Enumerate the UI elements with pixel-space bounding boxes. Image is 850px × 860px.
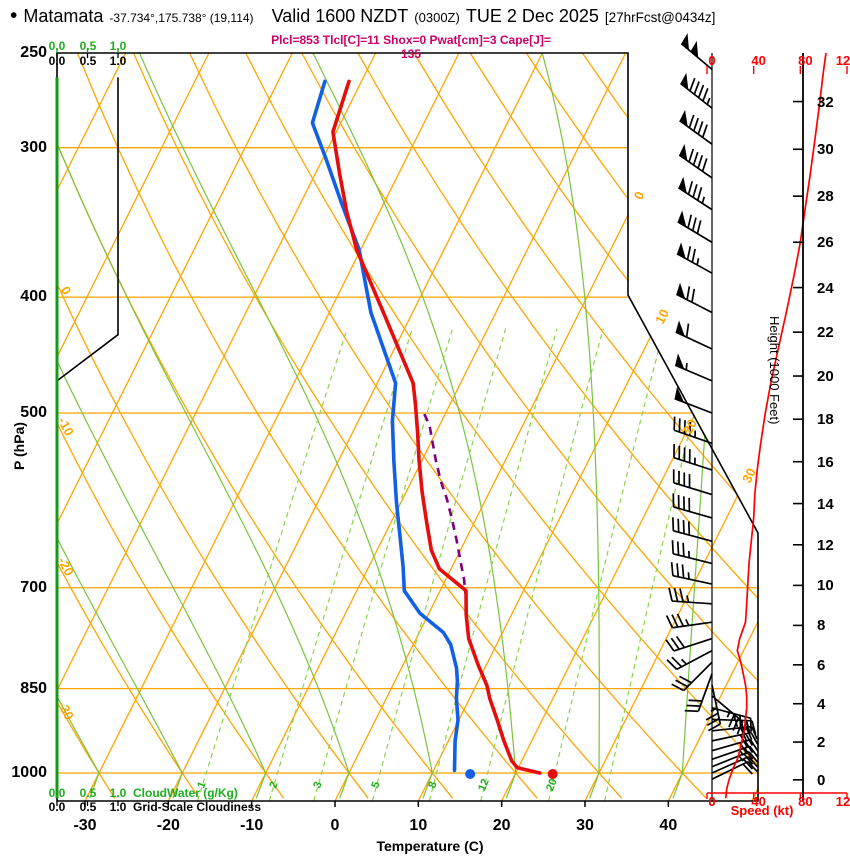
- pressure-tick-label: 400: [20, 288, 47, 306]
- height-tick-label: 8: [817, 617, 826, 635]
- speed-tick-label-top: 40: [751, 53, 766, 68]
- station-name: Matamata: [23, 6, 104, 26]
- temp-tick-label: -10: [240, 817, 264, 834]
- speed-axis-title: Speed (kt): [730, 803, 794, 818]
- speed-tick-label-bottom: 12: [835, 794, 850, 809]
- temperature-axis-title: Temperature (C): [376, 838, 484, 854]
- speed-tick-label-top: 80: [798, 53, 813, 68]
- height-tick-label: 20: [817, 368, 834, 386]
- cloudiness-axis-label: Grid-Scale Cloudiness: [133, 800, 262, 814]
- height-tick-label: 2: [817, 734, 826, 752]
- pressure-tick-label: 700: [20, 578, 47, 596]
- speed-tick-label-bottom: 0: [708, 794, 716, 809]
- sounding-indices: Plcl=853 Tlcl[C]=11 Shox=0 Pwat[cm]=3 Ca…: [271, 33, 551, 61]
- height-tick-label: 30: [817, 141, 834, 159]
- cloud-scale-bottom-black-1: 0.5: [79, 800, 97, 814]
- chart-title: • Matamata -37.734°,175.738° (19,114) Va…: [10, 4, 850, 27]
- height-tick-label: 26: [817, 234, 834, 252]
- cloud-scale-bottom-green-0: 0.0: [48, 786, 66, 800]
- height-axis-title: Height (1000 Feet): [767, 316, 782, 425]
- cloudwater-axis-label: CloudWater (g/Kg): [133, 786, 238, 800]
- height-tick-label: 10: [817, 577, 834, 595]
- height-tick-label: 14: [817, 495, 834, 513]
- cloud-scale-top-black-2: 1.0: [109, 54, 127, 68]
- height-tick-label: 24: [817, 279, 834, 297]
- height-tick-label: 32: [817, 93, 834, 111]
- cloud-scale-bottom-black-0: 0.0: [48, 800, 66, 814]
- pressure-tick-label: 300: [20, 138, 47, 156]
- pressure-tick-label: 250: [20, 44, 47, 61]
- speed-tick-label-top: 12: [835, 53, 850, 68]
- cloud-scale-top-black-1: 0.5: [79, 54, 97, 68]
- height-tick-label: 22: [817, 324, 834, 342]
- temp-tick-label: 30: [576, 817, 594, 834]
- pressure-tick-label: 850: [20, 679, 47, 697]
- height-tick-label: 18: [817, 411, 834, 429]
- valid-time: Valid 1600 NZDT: [271, 6, 409, 26]
- temp-tick-label: 40: [659, 817, 678, 834]
- temp-tick-label: -30: [73, 817, 97, 834]
- speed-tick-label-bottom: 40: [751, 794, 766, 809]
- pressure-tick-label: 500: [20, 404, 47, 421]
- speed-tick-label-bottom: 80: [798, 794, 813, 809]
- valid-date: TUE 2 Dec 2025: [465, 6, 599, 26]
- height-tick-label: 4: [817, 695, 826, 713]
- temp-tick-label: -20: [156, 817, 180, 834]
- cloud-scale-top-green-2: 1.0: [109, 39, 127, 53]
- valid-time-z: (0300Z): [414, 10, 460, 25]
- temp-tick-label: 10: [409, 817, 428, 834]
- cloud-scale-top-green-0: 0.0: [48, 39, 66, 53]
- cloud-scale-top-black-0: 0.0: [48, 54, 66, 68]
- height-tick-label: 16: [817, 453, 834, 471]
- cloud-scale-bottom-green-2: 1.0: [109, 786, 127, 800]
- forecast-note: [27hrFcst@0434z]: [604, 10, 716, 25]
- cloud-scale-top-green-1: 0.5: [79, 39, 97, 53]
- cloud-scale-bottom-green-1: 0.5: [79, 786, 97, 800]
- temp-tick-label: 20: [492, 817, 511, 834]
- speed-tick-label-top: 0: [708, 53, 716, 68]
- height-tick-label: 6: [817, 656, 826, 674]
- cloud-scale-bottom-black-2: 1.0: [109, 800, 127, 814]
- height-tick-label: 12: [817, 536, 834, 554]
- station-coords: -37.734°,175.738° (19,114): [109, 11, 254, 25]
- pressure-tick-label: 1000: [11, 764, 47, 781]
- height-tick-label: 28: [817, 188, 834, 206]
- height-tick-label: 0: [817, 771, 826, 789]
- temp-tick-label: 0: [330, 817, 340, 834]
- station-bullet-icon: •: [10, 4, 18, 27]
